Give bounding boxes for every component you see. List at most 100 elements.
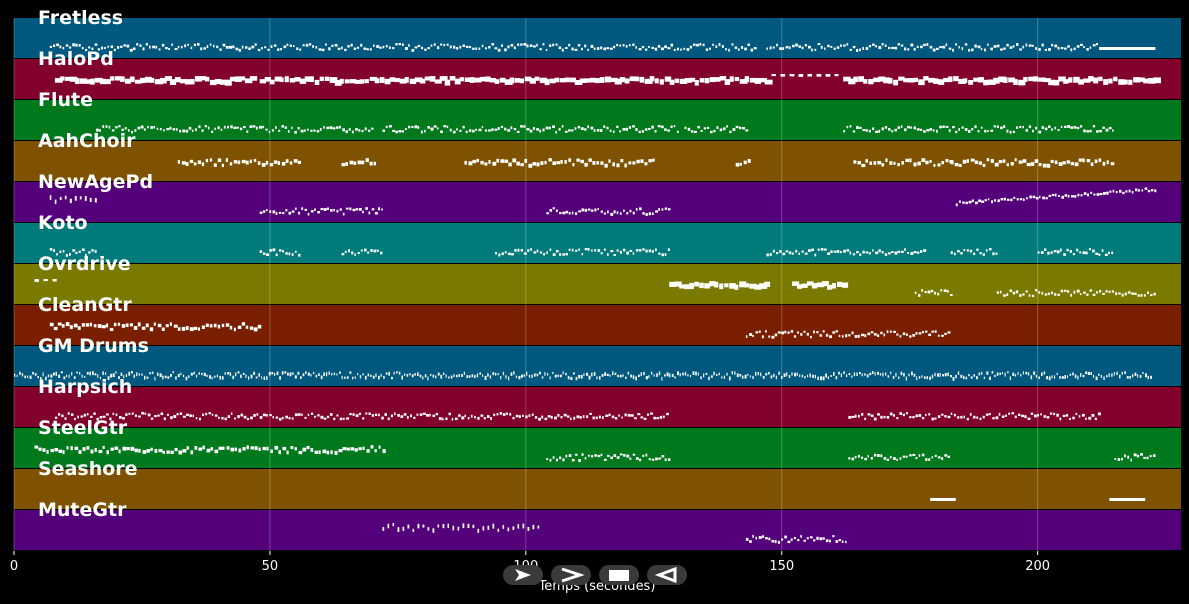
note: [154, 79, 163, 85]
note: [141, 412, 145, 415]
note: [664, 253, 667, 256]
note: [89, 322, 92, 327]
note: [302, 373, 305, 377]
note: [357, 160, 362, 165]
play-button[interactable]: [503, 565, 543, 585]
note: [1121, 293, 1124, 297]
back-button[interactable]: [647, 565, 687, 585]
note: [894, 251, 898, 255]
note: [648, 458, 651, 461]
note: [333, 372, 336, 376]
note: [952, 48, 954, 52]
note: [735, 125, 739, 129]
note: [1053, 79, 1060, 86]
note: [134, 79, 142, 84]
note: [214, 79, 222, 85]
note: [806, 332, 809, 336]
note: [1070, 161, 1074, 166]
note: [1086, 130, 1090, 133]
note: [693, 43, 696, 46]
note: [609, 374, 611, 377]
note: [1146, 456, 1149, 460]
note: [1088, 76, 1094, 82]
note: [947, 331, 951, 334]
note: [941, 334, 944, 337]
note: [323, 126, 325, 129]
note: [670, 125, 673, 129]
note: [642, 212, 645, 215]
note: [97, 324, 102, 328]
note: [53, 372, 55, 376]
note: [1096, 43, 1098, 46]
note: [497, 127, 500, 130]
note: [852, 45, 856, 49]
note: [1073, 290, 1076, 294]
note: [265, 128, 268, 131]
note: [440, 374, 443, 379]
note: [584, 44, 587, 48]
note: [676, 130, 679, 133]
note: [494, 47, 498, 50]
note: [284, 76, 289, 83]
note: [298, 413, 301, 416]
note: [273, 44, 277, 47]
note: [162, 375, 164, 380]
note: [435, 412, 439, 416]
note: [560, 416, 563, 419]
note: [816, 74, 822, 77]
note: [291, 210, 295, 213]
note: [590, 126, 594, 130]
note: [299, 48, 302, 51]
note: [435, 375, 437, 379]
note: [1009, 289, 1013, 292]
note: [587, 248, 590, 251]
note: [58, 449, 62, 453]
note: [958, 128, 960, 131]
note: [625, 45, 628, 48]
note: [1067, 194, 1070, 198]
note: [240, 413, 244, 417]
note: [1105, 290, 1108, 293]
note: [302, 44, 305, 47]
note: [593, 129, 596, 132]
note: [93, 412, 96, 415]
note: [584, 162, 588, 167]
note: [237, 160, 241, 165]
note: [761, 335, 764, 339]
note: [1059, 376, 1061, 379]
note: [1110, 162, 1115, 166]
note: [144, 375, 146, 380]
forward-button[interactable]: [551, 565, 591, 585]
note: [607, 454, 610, 457]
note: [1026, 162, 1031, 167]
stop-button[interactable]: [599, 565, 639, 585]
note: [861, 456, 864, 459]
note: [1008, 412, 1010, 415]
note: [1128, 79, 1133, 85]
note: [465, 45, 469, 48]
note: [348, 128, 351, 131]
note: [648, 375, 650, 379]
note: [986, 371, 989, 375]
note: [1038, 77, 1046, 82]
note: [426, 414, 429, 417]
note: [344, 250, 347, 253]
note: [268, 130, 271, 134]
note: [1028, 125, 1032, 129]
note: [293, 45, 295, 48]
note: [957, 416, 960, 419]
note: [385, 125, 388, 129]
note: [658, 208, 660, 211]
note: [766, 253, 769, 257]
note: [376, 45, 380, 48]
note: [283, 45, 287, 49]
track-label: SteelGtr: [38, 417, 128, 439]
note: [115, 413, 118, 416]
note: [261, 47, 263, 50]
note: [708, 376, 710, 381]
note: [155, 45, 158, 49]
note: [674, 376, 676, 379]
note: [958, 46, 960, 49]
note: [1072, 372, 1074, 376]
note: [921, 289, 923, 292]
